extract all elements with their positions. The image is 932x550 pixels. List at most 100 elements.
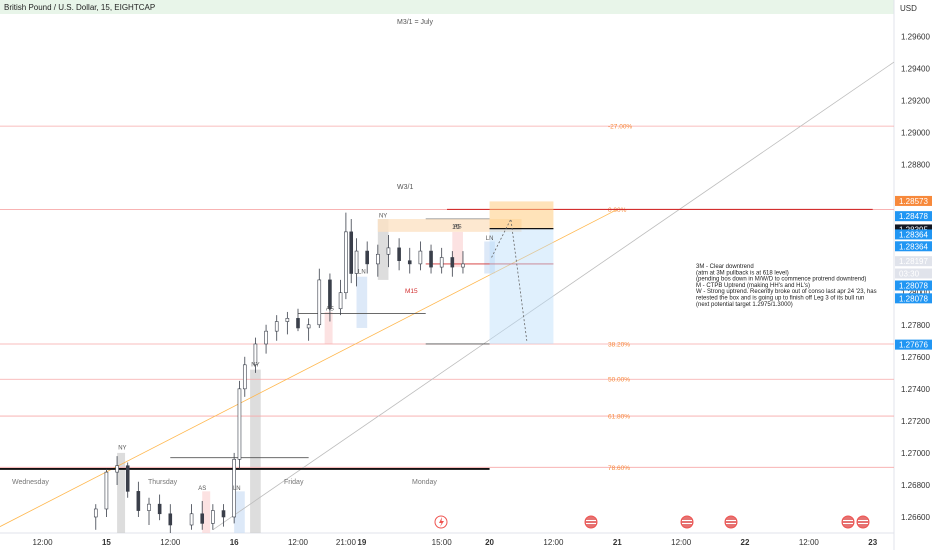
- candle: [93, 504, 98, 530]
- price-badge[interactable]: [895, 256, 932, 267]
- session-box: [234, 491, 245, 533]
- price-badge[interactable]: [895, 339, 932, 350]
- candle: [461, 251, 465, 274]
- candle: [125, 462, 130, 498]
- us-flag-icon[interactable]: [680, 515, 694, 529]
- candle-body: [338, 292, 343, 310]
- candle-body: [349, 231, 354, 274]
- price-tick-label: 1.27000: [901, 449, 930, 458]
- candle-body: [104, 471, 109, 510]
- price-badge[interactable]: [895, 241, 932, 252]
- us-flag-icon[interactable]: [724, 515, 738, 529]
- session-box: [117, 452, 126, 533]
- time-tick-label: 12:00: [160, 538, 181, 547]
- price-badge[interactable]: [895, 293, 932, 304]
- fib-label: 50.00%: [608, 377, 630, 384]
- candle-body: [264, 330, 268, 345]
- price-tick-label: 1.28000: [901, 289, 930, 298]
- session-label: AS: [454, 225, 462, 231]
- time-tick-label: 16: [230, 538, 239, 547]
- price-tick-label: 1.29400: [901, 64, 930, 73]
- candle-body: [211, 510, 215, 524]
- us-flag-icon[interactable]: [584, 515, 598, 529]
- drawing-lines-layer: [0, 61, 895, 531]
- candle-body: [397, 247, 401, 261]
- analysis-note-line: W - Strong uptrend. Recently broke out o…: [696, 289, 877, 295]
- candle-body: [317, 279, 322, 326]
- price-badge-label: 1.28573: [899, 197, 928, 206]
- us-flag-icon[interactable]: [856, 515, 870, 529]
- price-tick-label: 1.27800: [901, 321, 930, 330]
- candle: [237, 380, 242, 469]
- projection-path: [491, 217, 528, 341]
- candle: [338, 279, 343, 316]
- candle: [429, 244, 433, 274]
- analysis-notes: 3M - Clear downtrend(atm at 3M pullback …: [696, 264, 877, 308]
- candle: [285, 311, 290, 335]
- session-box: [250, 369, 261, 533]
- candle: [328, 273, 332, 322]
- price-badge[interactable]: [895, 268, 932, 279]
- candle: [147, 497, 151, 525]
- candle-body: [439, 257, 444, 268]
- time-tick-label: 21: [613, 538, 622, 547]
- axes-layer: 1.29600 1.29400 1.29200 1.29000 1.28800 1.280…: [33, 32, 932, 547]
- session-box: [452, 231, 463, 268]
- session-label: LN: [486, 236, 494, 242]
- day-label-monday: Monday: [412, 479, 437, 486]
- price-badge[interactable]: [895, 195, 932, 206]
- session-label: LN: [233, 486, 241, 492]
- target-box: [489, 228, 554, 344]
- candle: [407, 247, 412, 274]
- candle: [200, 500, 205, 530]
- time-tick-label: 12:00: [543, 538, 564, 547]
- analysis-note-line: (next potential target 1.2975/1.3000): [696, 302, 793, 308]
- lightning-icon[interactable]: [434, 515, 448, 529]
- time-tick-label: 12:00: [671, 538, 692, 547]
- candle: [211, 504, 215, 530]
- candle: [136, 481, 141, 517]
- candle-body: [296, 318, 300, 329]
- candle-body: [157, 503, 162, 515]
- analysis-note-line: (atm at 3M pullback is at 618 level): [696, 270, 789, 276]
- fib-label: 61.80%: [608, 414, 630, 421]
- candle-body: [136, 491, 141, 511]
- session-box: [202, 491, 211, 533]
- candle-body: [328, 279, 332, 310]
- analysis-note-line: M - CTPB Uptrend (making HH's and HL's): [696, 283, 810, 289]
- candle-body: [93, 508, 98, 518]
- price-badge[interactable]: [895, 280, 932, 291]
- time-tick-label: 12:00: [799, 538, 820, 547]
- price-tick-label: 1.26800: [901, 481, 930, 490]
- price-badge-label: 1.28197: [899, 257, 928, 266]
- price-badge-label: 1.28078: [899, 282, 928, 291]
- price-badge[interactable]: [895, 211, 932, 222]
- candle-body: [376, 253, 380, 265]
- candle-body: [200, 513, 205, 524]
- candle-body: [168, 513, 173, 526]
- candle: [376, 244, 380, 277]
- fib-label: 0.00%: [608, 207, 627, 214]
- price-tick-label: 1.27400: [901, 385, 930, 394]
- time-tick-label: 15:00: [432, 538, 453, 547]
- time-tick-label: 20: [485, 538, 494, 547]
- candle: [450, 251, 455, 277]
- currency-label: USD: [900, 4, 917, 13]
- price-badge[interactable]: [895, 229, 932, 240]
- us-flag-icon[interactable]: [841, 515, 855, 529]
- session-shading-layer: [117, 219, 495, 533]
- candle: [386, 235, 391, 268]
- candle: [306, 318, 311, 341]
- candle-body: [365, 250, 369, 265]
- price-badge-label: 1.28078: [899, 294, 928, 303]
- candle-body: [306, 324, 311, 329]
- box-15-label: 15: [452, 224, 460, 231]
- candle: [189, 504, 194, 530]
- price-badge-label: 1.28364: [899, 242, 928, 251]
- channel-line: [0, 209, 618, 527]
- price-tick-label: 1.29200: [901, 97, 930, 106]
- candle: [104, 468, 109, 517]
- analysis-note-line: (pending bos down in M/W/D to commence p…: [696, 277, 866, 283]
- time-tick-label: 23: [868, 538, 877, 547]
